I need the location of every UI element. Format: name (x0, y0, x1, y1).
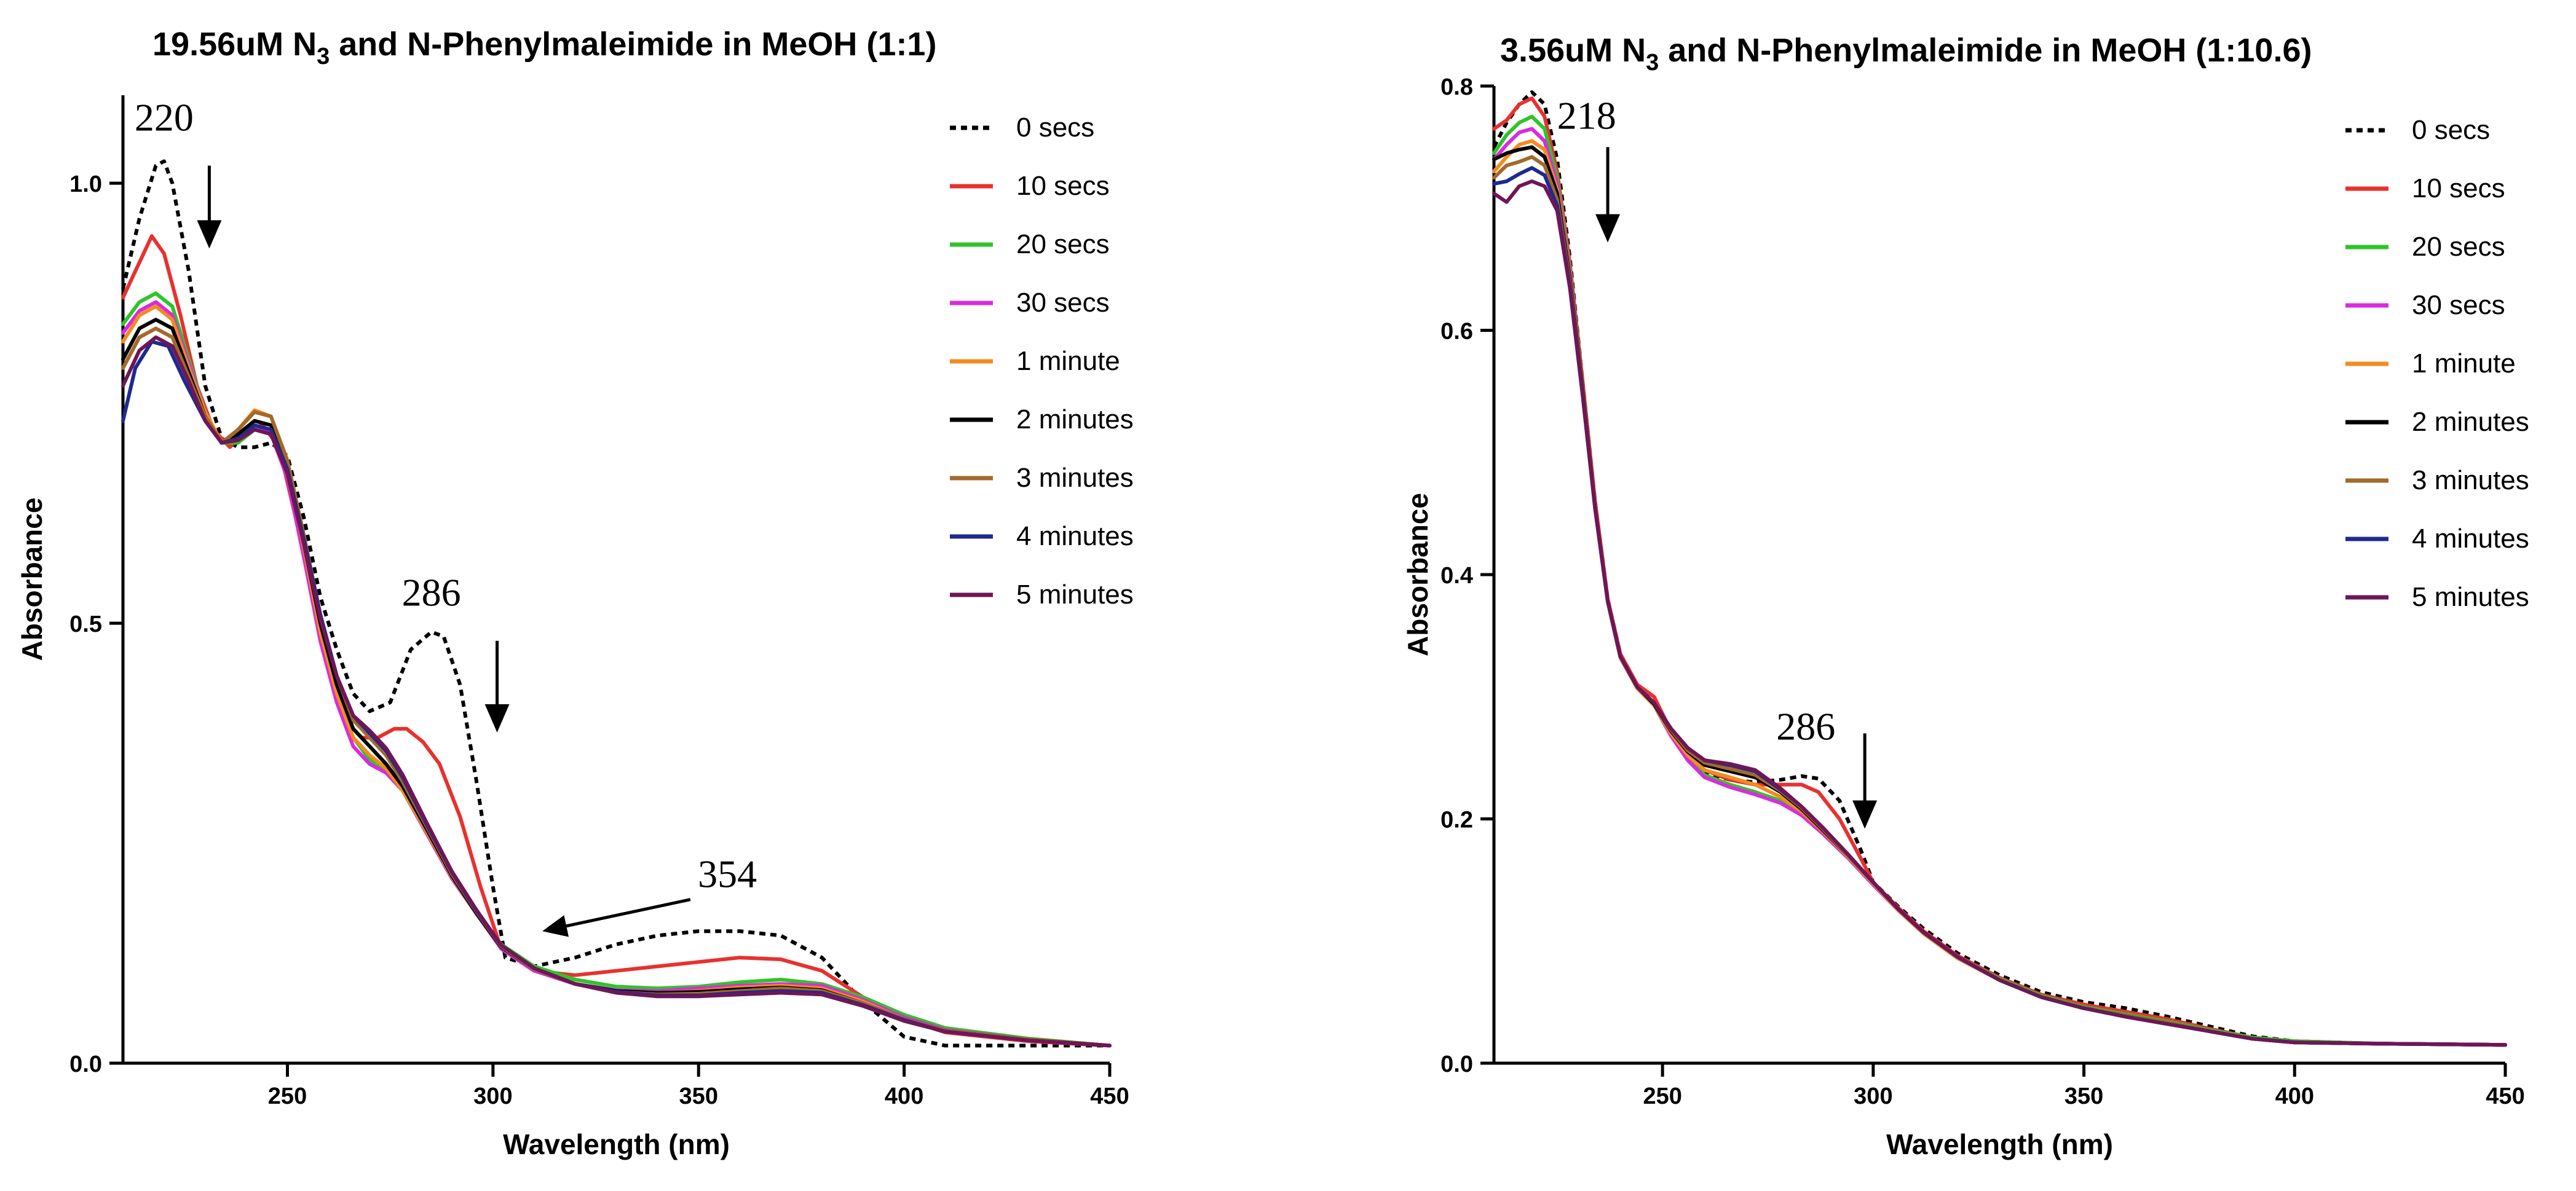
annotation-arrow (566, 898, 691, 928)
legend-label: 20 secs (2412, 232, 2505, 262)
legend-label: 10 secs (1016, 171, 1110, 201)
legend-label: 10 secs (2412, 173, 2505, 203)
series-line-30-secs (121, 300, 1112, 1048)
legend-label: 2 minutes (2412, 407, 2529, 437)
legend-label: 1 minute (1016, 346, 1120, 376)
y-axis-label: Absorbance (1402, 493, 1434, 656)
x-tick-label: 450 (2486, 1083, 2524, 1109)
chart-title-part: 3.56uM N (1500, 32, 1646, 69)
series-line-1-minute (1492, 139, 2507, 1047)
legend-label: 0 secs (1016, 112, 1094, 143)
annotation-label: 218 (1557, 94, 1616, 138)
legend-label: 3 minutes (1016, 463, 1134, 493)
y-tick-label: 1.0 (69, 171, 102, 197)
series-line-4-minutes (1492, 166, 2507, 1047)
series-line-3-minutes (1492, 155, 2507, 1047)
legend-label: 30 secs (2412, 290, 2505, 320)
legend-label: 0 secs (2412, 115, 2490, 145)
y-tick-label: 0.0 (1440, 1051, 1473, 1077)
chart-panel-left: 19.56uM N3 and N-Phenylmaleimide in MeOH… (16, 26, 1134, 1160)
series-line-0-secs (1492, 90, 2506, 1047)
x-tick-label: 350 (2064, 1083, 2103, 1109)
chart-title-subscript: 3 (1646, 50, 1659, 76)
series-line-5-minutes (1492, 179, 2507, 1047)
annotation-label: 286 (402, 570, 461, 614)
x-tick-label: 400 (885, 1083, 923, 1109)
y-tick-label: 0.4 (1440, 563, 1473, 589)
series-line-5-minutes (121, 335, 1112, 1048)
legend-label: 20 secs (1016, 229, 1110, 259)
x-tick-label: 400 (2275, 1083, 2314, 1109)
series-line-20-secs (121, 291, 1112, 1048)
chart-title: 19.56uM N3 and N-Phenylmaleimide in MeOH… (152, 26, 936, 69)
annotation-arrowhead (1595, 214, 1621, 243)
y-tick-label: 0.0 (69, 1051, 102, 1077)
y-tick-label: 0.8 (1440, 74, 1473, 100)
legend-label: 4 minutes (2412, 524, 2529, 554)
y-tick-label: 0.2 (1440, 808, 1473, 833)
legend-label: 1 minute (2412, 348, 2516, 379)
x-axis-label: Wavelength (nm) (503, 1128, 730, 1160)
chart-panel-right: 3.56uM N3 and N-Phenylmaleimide in MeOH … (1402, 32, 2529, 1160)
annotation-arrowhead (484, 704, 510, 733)
series-line-10-secs (121, 234, 1112, 1048)
series-line-10-secs (1492, 96, 2507, 1047)
y-tick-label: 0.5 (69, 611, 102, 637)
x-tick-label: 250 (268, 1083, 307, 1109)
legend-label: 3 minutes (2412, 465, 2529, 495)
annotation-arrowhead (1852, 800, 1878, 829)
x-tick-label: 250 (1643, 1083, 1681, 1109)
chart-title-part: and N-Phenylmaleimide in MeOH (1:10.6) (1659, 32, 2312, 69)
y-axis-label: Absorbance (16, 498, 48, 661)
x-tick-label: 300 (1854, 1083, 1892, 1109)
series-line-30-secs (1492, 127, 2507, 1047)
annotation-label: 354 (698, 852, 757, 896)
chart-title-part: 19.56uM N (152, 26, 317, 63)
legend-label: 2 minutes (1016, 404, 1134, 434)
annotation-label: 286 (1776, 704, 1835, 748)
x-axis-label: Wavelength (nm) (1886, 1128, 2113, 1160)
x-tick-label: 350 (679, 1083, 718, 1109)
annotation-arrowhead (197, 220, 222, 249)
series-line-4-minutes (121, 339, 1112, 1048)
annotation-label: 220 (135, 95, 194, 139)
annotation-arrowhead (542, 915, 569, 937)
legend-label: 5 minutes (1016, 580, 1134, 610)
legend-label: 5 minutes (2412, 582, 2529, 612)
y-tick-label: 0.6 (1440, 319, 1473, 345)
legend-label: 30 secs (1016, 288, 1110, 318)
chart-title: 3.56uM N3 and N-Phenylmaleimide in MeOH … (1500, 32, 2312, 76)
chart-title-part: and N-Phenylmaleimide in MeOH (1:1) (330, 26, 936, 63)
chart-title-subscript: 3 (317, 44, 330, 69)
series-line-20-secs (1492, 114, 2507, 1047)
legend-label: 4 minutes (1016, 521, 1134, 551)
x-tick-label: 300 (473, 1083, 512, 1109)
series-line-0-secs (121, 159, 1110, 1048)
x-tick-label: 450 (1090, 1083, 1129, 1109)
